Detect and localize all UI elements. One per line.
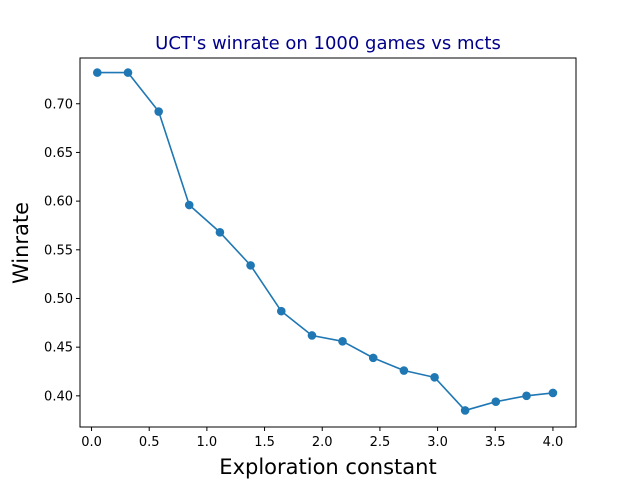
data-point [460,406,470,415]
x-axis-label: Exploration constant [219,455,436,479]
data-point [184,200,194,210]
data-point [215,227,225,237]
y-axis-ticks: 0.40 0.45 0.50 0.55 0.60 0.65 0.70 [44,97,80,404]
x-tick-label: 1.5 [254,435,275,450]
data-point [548,388,558,398]
chart-title: UCT's winrate on 1000 games vs mcts [155,33,501,54]
data-point [246,261,255,270]
data-point [491,397,501,406]
data-point [522,391,531,401]
data-point [276,306,286,316]
data-point [368,353,378,363]
data-point [93,68,102,77]
x-tick-label: 1.0 [197,435,218,450]
x-tick-label: 3.5 [485,435,506,450]
series-line [97,71,554,412]
y-tick-label: 0.60 [44,195,73,210]
y-tick-label: 0.55 [44,243,73,258]
series-layer [93,68,558,415]
y-tick-label: 0.70 [44,97,73,112]
data-point [338,337,347,346]
x-tick-label: 2.5 [370,435,391,450]
y-tick-label: 0.65 [44,146,73,161]
x-tick-label: 0.0 [81,435,102,450]
data-point [399,366,409,375]
x-tick-label: 3.0 [427,435,448,450]
y-tick-label: 0.50 [44,292,73,307]
x-tick-label: 2.0 [312,435,333,450]
y-tick-label: 0.40 [44,389,73,404]
data-point [307,331,317,340]
y-axis-label: Winrate [9,202,33,284]
x-tick-label: 4.0 [543,435,564,450]
y-tick-label: 0.45 [44,341,73,356]
x-axis-ticks: 0.0 0.5 1.0 1.5 2.0 2.5 3.0 3.5 4.0 [81,427,563,450]
data-point [154,107,163,116]
data-point [430,373,439,382]
plot-area-frame [79,57,577,428]
x-tick-label: 0.5 [139,435,160,450]
data-point [123,68,133,77]
